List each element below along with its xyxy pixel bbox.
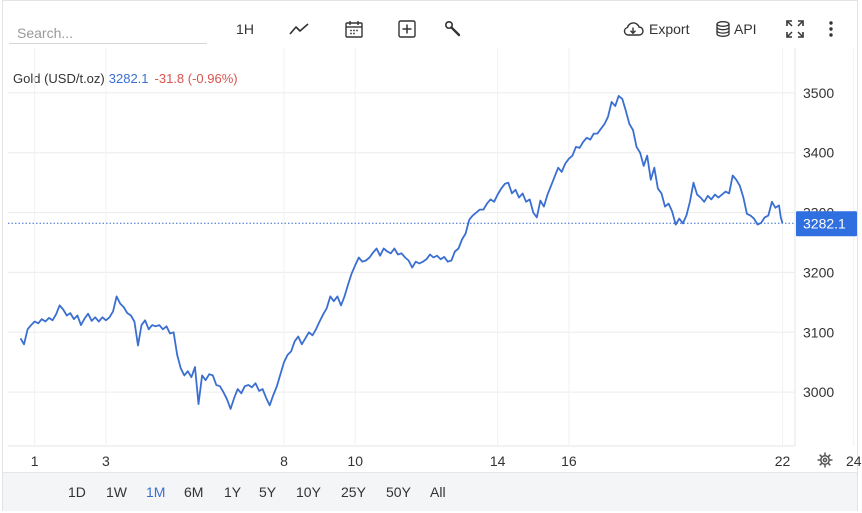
y-tick-label: 3400: [803, 145, 834, 161]
more-vert-icon[interactable]: [823, 17, 839, 41]
range-button-1y[interactable]: 1Y: [224, 484, 242, 500]
range-button-1m[interactable]: 1M: [146, 484, 166, 500]
x-tick-label: 14: [490, 453, 506, 469]
interval-button[interactable]: 1H: [236, 21, 254, 37]
y-tick-label: 3000: [803, 384, 834, 400]
settings-gear-icon[interactable]: [816, 451, 834, 474]
x-tick-label: 1: [31, 453, 39, 469]
range-button-1d[interactable]: 1D: [68, 484, 86, 500]
api-label: API: [734, 21, 757, 37]
x-tick-label: 3: [102, 453, 110, 469]
last-price-label: 3282.1: [803, 215, 846, 231]
api-button[interactable]: API: [715, 17, 765, 41]
x-tick-label: 24: [846, 453, 862, 469]
y-tick-label: 3100: [803, 324, 834, 340]
x-tick-label: 16: [561, 453, 577, 469]
range-button-10y[interactable]: 10Y: [296, 484, 321, 500]
x-tick-label: 8: [280, 453, 288, 469]
calendar-icon[interactable]: [341, 17, 367, 41]
range-button-6m[interactable]: 6M: [184, 484, 204, 500]
x-tick-label: 10: [347, 453, 363, 469]
x-tick-label: 22: [775, 453, 791, 469]
wrench-icon[interactable]: [440, 17, 466, 41]
range-button-1w[interactable]: 1W: [106, 484, 127, 500]
last-price-tag: 3282.1: [796, 211, 857, 237]
current-price: 3282.1: [108, 71, 149, 86]
line-chart-icon[interactable]: [286, 17, 312, 41]
cloud-download-icon: [622, 21, 644, 37]
search-input[interactable]: [9, 22, 207, 44]
plus-box-icon[interactable]: [394, 17, 420, 41]
range-selector-bar: [3, 472, 857, 511]
export-label: Export: [649, 21, 690, 37]
price-series-line: [19, 95, 784, 410]
price-change: -31.8 (-0.96%): [154, 71, 238, 86]
y-tick-label: 3500: [803, 85, 834, 101]
range-button-50y[interactable]: 50Y: [386, 484, 411, 500]
range-button-5y[interactable]: 5Y: [259, 484, 277, 500]
export-button[interactable]: Export: [622, 17, 698, 41]
chart-legend: Gold (USD/t.oz) 3282.1 -31.8 (-0.96%): [13, 71, 238, 86]
y-tick-label: 3200: [803, 264, 834, 280]
range-button-25y[interactable]: 25Y: [341, 484, 366, 500]
instrument-name: Gold (USD/t.oz): [13, 71, 105, 86]
database-icon: [715, 20, 731, 38]
fullscreen-icon[interactable]: [782, 17, 808, 41]
range-button-all[interactable]: All: [430, 484, 446, 500]
